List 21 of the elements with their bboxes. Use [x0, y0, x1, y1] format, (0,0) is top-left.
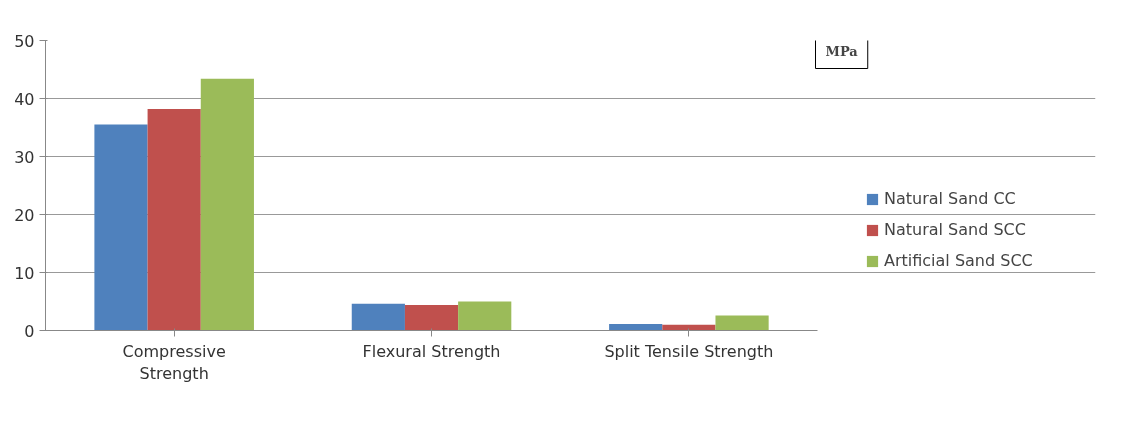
y-tick-label: 10 — [14, 263, 35, 283]
y-tick-label: 30 — [14, 147, 35, 167]
legend-label: Natural Sand CC — [884, 189, 1016, 208]
bar — [147, 108, 201, 331]
bar — [458, 301, 512, 331]
legend-label: Artificial Sand SCC — [884, 251, 1033, 270]
text: MPa — [825, 43, 859, 59]
bar — [200, 78, 254, 331]
y-tick-label: 50 — [14, 31, 35, 51]
bar — [351, 303, 405, 331]
x-tick-label: Split Tensile Strength — [604, 341, 774, 361]
y-tick-label: 20 — [14, 205, 35, 225]
bar — [609, 324, 663, 331]
bar — [94, 124, 148, 331]
bar — [404, 304, 459, 331]
x-tick-label: Flexural Strength — [362, 341, 501, 361]
bar — [715, 315, 769, 331]
y-tick-label: 0 — [24, 321, 35, 341]
x-tick-label: Compressive Strength — [122, 341, 226, 384]
legend-label: Natural Sand SCC — [884, 220, 1026, 239]
y-tick-label: 40 — [14, 89, 35, 109]
